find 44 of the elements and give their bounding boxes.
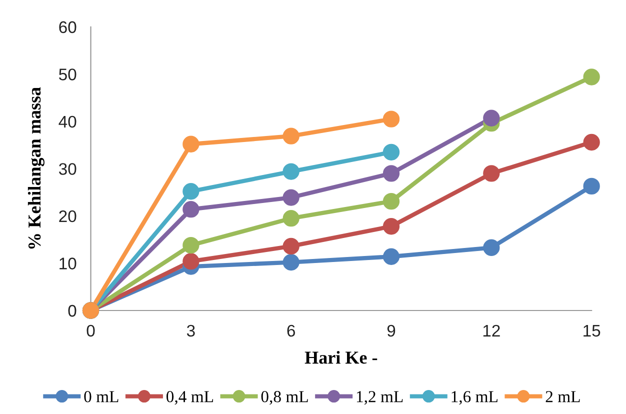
point [382, 192, 400, 210]
point [382, 218, 400, 235]
legend-label: 0 mL [84, 391, 118, 402]
point [483, 110, 500, 126]
point [282, 254, 300, 271]
point [483, 165, 500, 182]
point [182, 183, 200, 200]
point [382, 110, 400, 128]
x-tick-label: 0 [86, 324, 95, 337]
y-tick-label: 50 [59, 68, 76, 80]
point [583, 178, 600, 195]
point [583, 68, 600, 86]
y-tick-label: 60 [59, 21, 76, 34]
x-axis-title: Hari Ke - [304, 351, 378, 364]
point [182, 236, 200, 254]
point [182, 136, 200, 152]
y-tick-label: 40 [58, 116, 76, 128]
point [282, 163, 300, 180]
point [382, 144, 400, 160]
point [382, 248, 400, 265]
point [282, 189, 300, 206]
legend-label: 1,2 mL [356, 391, 403, 405]
point [282, 128, 300, 144]
point [483, 239, 500, 256]
x-tick-label: 12 [483, 324, 500, 336]
point [182, 253, 200, 270]
legend-label: 0,8 mL [261, 391, 308, 405]
legend-label: 1,6 mL [452, 391, 498, 405]
point [583, 134, 600, 151]
x-tick-label: 9 [387, 324, 396, 337]
point [382, 165, 400, 182]
legend-label: 2 mL [546, 391, 580, 402]
x-tick-label: 6 [287, 324, 295, 337]
x-tick-label: 3 [186, 324, 195, 337]
x-tick-label: 15 [584, 325, 600, 337]
point [282, 210, 300, 227]
y-tick-label: 0 [68, 304, 76, 317]
y-axis-title: % Kehilangan massa [28, 87, 44, 249]
y-tick-label: 20 [59, 210, 76, 222]
y-tick-label: 30 [58, 163, 76, 175]
point [182, 201, 200, 218]
y-tick-label: 10 [60, 258, 76, 270]
point [282, 238, 300, 255]
legend-label: 0,4 mL [166, 391, 214, 405]
